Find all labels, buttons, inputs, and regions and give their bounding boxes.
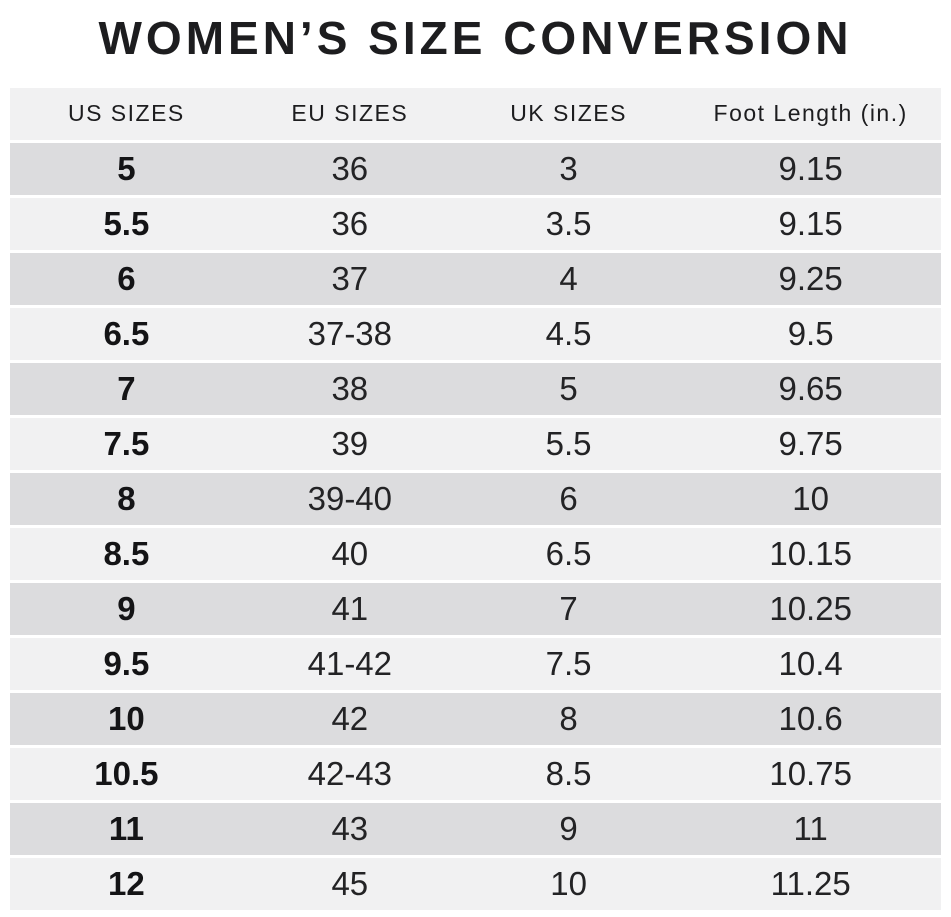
uk-size-cell: 7 (559, 589, 578, 627)
size-conversion-table: US SIZES EU SIZES UK SIZES Foot Length (… (10, 87, 941, 910)
uk-size-cell: 3 (559, 149, 578, 187)
uk-size-cell: 9 (559, 809, 578, 847)
foot-length-cell: 10.4 (778, 644, 843, 682)
uk-size-cell: 5.5 (545, 424, 592, 462)
us-size-cell: 9.5 (103, 644, 150, 682)
eu-size-cell: 41 (331, 589, 369, 627)
table-row: 12 45 10 11.25 (10, 857, 941, 910)
eu-size-cell: 37-38 (307, 314, 393, 352)
us-size-cell: 7.5 (103, 424, 150, 462)
table-row: 11 43 9 11 (10, 802, 941, 855)
table-row: 9 41 7 10.25 (10, 582, 941, 635)
table-row: 9.5 41-42 7.5 10.4 (10, 637, 941, 690)
us-size-cell: 6.5 (103, 314, 150, 352)
column-header-foot-length: Foot Length (in.) (713, 100, 908, 127)
us-size-cell: 8.5 (103, 534, 150, 572)
foot-length-cell: 9.15 (778, 149, 843, 187)
eu-size-cell: 39-40 (307, 479, 393, 517)
us-size-cell: 6 (117, 259, 136, 297)
table-row: 7.5 39 5.5 9.75 (10, 417, 941, 470)
foot-length-cell: 9.15 (778, 204, 843, 242)
eu-size-cell: 39 (331, 424, 369, 462)
uk-size-cell: 7.5 (545, 644, 592, 682)
foot-length-cell: 9.25 (778, 259, 843, 297)
eu-size-cell: 40 (331, 534, 369, 572)
foot-length-cell: 10 (792, 479, 829, 517)
eu-size-cell: 36 (331, 149, 369, 187)
page-title: WOMEN’S SIZE CONVERSION (98, 12, 853, 64)
uk-size-cell: 6.5 (545, 534, 592, 572)
table-row: 6.5 37-38 4.5 9.5 (10, 307, 941, 360)
us-size-cell: 9 (117, 589, 136, 627)
foot-length-cell: 10.25 (769, 589, 852, 627)
uk-size-cell: 3.5 (545, 204, 592, 242)
uk-size-cell: 5 (559, 369, 578, 407)
foot-length-cell: 9.5 (787, 314, 834, 352)
us-size-cell: 7 (117, 369, 136, 407)
foot-length-cell: 11 (793, 809, 828, 847)
eu-size-cell: 45 (331, 864, 369, 902)
table-header-row: US SIZES EU SIZES UK SIZES Foot Length (… (10, 87, 941, 140)
table-row: 10.5 42-43 8.5 10.75 (10, 747, 941, 800)
eu-size-cell: 36 (331, 204, 369, 242)
uk-size-cell: 10 (550, 864, 587, 902)
uk-size-cell: 6 (559, 479, 578, 517)
foot-length-cell: 9.65 (778, 369, 843, 407)
eu-size-cell: 38 (331, 369, 369, 407)
column-header-us-sizes: US SIZES (67, 100, 185, 127)
foot-length-cell: 9.75 (778, 424, 843, 462)
eu-size-cell: 43 (331, 809, 369, 847)
foot-length-cell: 10.15 (769, 534, 852, 572)
table-row: 8 39-40 6 10 (10, 472, 941, 525)
us-size-cell: 5.5 (103, 204, 150, 242)
foot-length-cell: 11.25 (770, 864, 851, 902)
eu-size-cell: 37 (331, 259, 369, 297)
foot-length-cell: 10.75 (769, 754, 852, 792)
uk-size-cell: 4.5 (545, 314, 592, 352)
table-row: 8.5 40 6.5 10.15 (10, 527, 941, 580)
eu-size-cell: 42-43 (307, 754, 393, 792)
table-row: 10 42 8 10.6 (10, 692, 941, 745)
column-header-eu-sizes: EU SIZES (291, 100, 409, 127)
uk-size-cell: 8.5 (545, 754, 592, 792)
uk-size-cell: 4 (559, 259, 578, 297)
table-row: 5 36 3 9.15 (10, 142, 941, 195)
table-row: 5.5 36 3.5 9.15 (10, 197, 941, 250)
column-header-uk-sizes: UK SIZES (510, 100, 627, 127)
uk-size-cell: 8 (559, 699, 578, 737)
foot-length-cell: 10.6 (778, 699, 843, 737)
us-size-cell: 11 (108, 809, 144, 847)
table-row: 6 37 4 9.25 (10, 252, 941, 305)
eu-size-cell: 41-42 (307, 644, 393, 682)
us-size-cell: 8 (117, 479, 136, 517)
us-size-cell: 10 (108, 699, 145, 737)
table-row: 7 38 5 9.65 (10, 362, 941, 415)
us-size-cell: 5 (117, 149, 136, 187)
us-size-cell: 12 (108, 864, 145, 902)
eu-size-cell: 42 (331, 699, 369, 737)
us-size-cell: 10.5 (94, 754, 159, 792)
